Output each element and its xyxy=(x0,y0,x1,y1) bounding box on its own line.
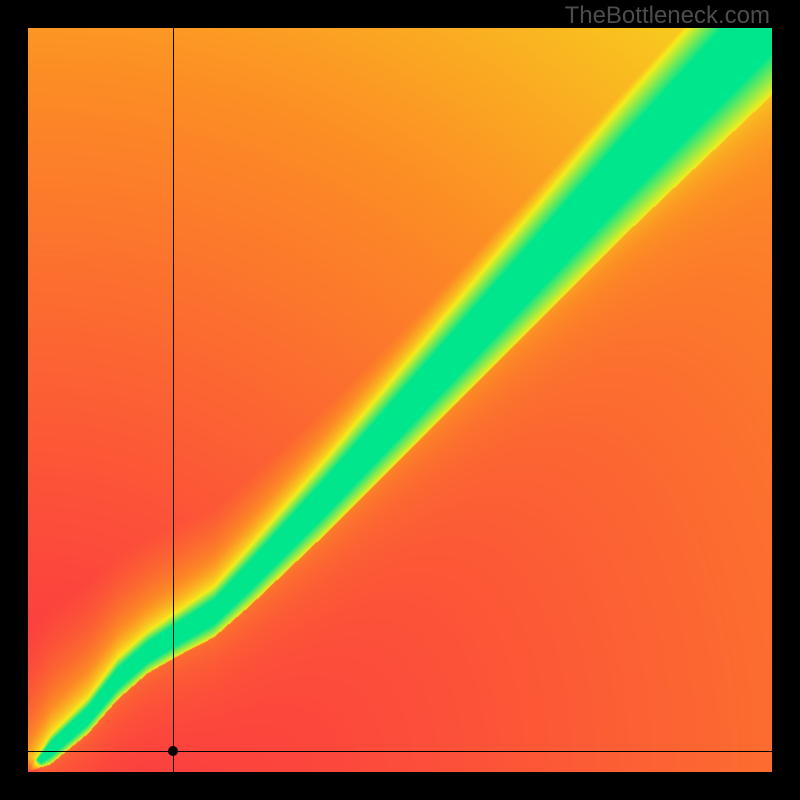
crosshair-marker xyxy=(168,746,178,756)
crosshair-horizontal xyxy=(28,751,772,752)
chart-frame: { "chart": { "type": "heatmap", "canvas"… xyxy=(0,0,800,800)
heatmap-canvas xyxy=(28,28,772,772)
watermark-text: TheBottleneck.com xyxy=(565,2,770,30)
crosshair-vertical xyxy=(173,28,174,772)
heatmap-plot xyxy=(28,28,772,772)
